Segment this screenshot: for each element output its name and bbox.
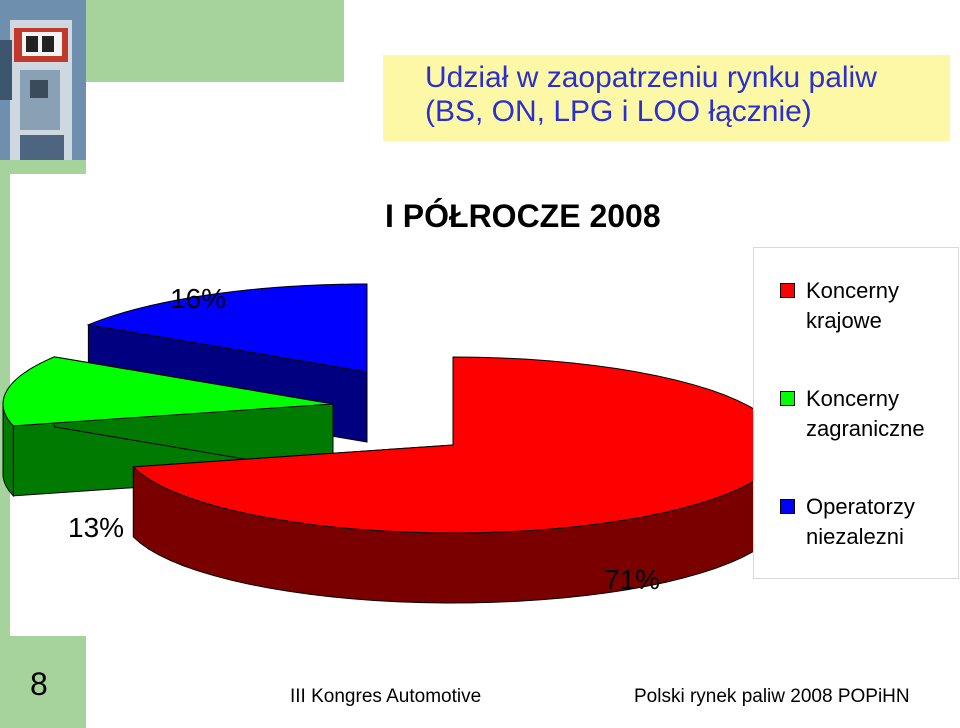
chart-title-line-1: Udział w zaopatrzeniu rynku paliw bbox=[425, 61, 877, 94]
pie-slice-top bbox=[132, 356, 784, 534]
page-number: 8 bbox=[30, 666, 48, 702]
footer-left-text: III Kongres Automotive bbox=[290, 686, 482, 707]
legend-swatch-blue bbox=[780, 499, 795, 514]
legend-swatch-green bbox=[780, 391, 795, 406]
chart-legend: Koncerny krajowe Koncerny zagraniczne Op… bbox=[753, 247, 959, 579]
pie-slice-top bbox=[2, 356, 334, 427]
title-box: Udział w zaopatrzeniu rynku paliw (BS, O… bbox=[383, 55, 950, 141]
pie-slice-top bbox=[86, 283, 368, 373]
decorative-green-block-top bbox=[86, 0, 344, 82]
legend-label: krajowe bbox=[806, 308, 882, 333]
legend-label: Koncerny bbox=[806, 386, 899, 411]
legend-label: Koncerny bbox=[806, 278, 899, 303]
decorative-green-bar bbox=[10, 160, 86, 174]
decorative-green-stripe-left bbox=[0, 0, 10, 636]
legend-label: zagraniczne bbox=[806, 416, 925, 441]
chart-subtitle: I PÓŁROCZE 2008 bbox=[385, 198, 661, 234]
fuel-pump-icon bbox=[0, 0, 86, 160]
data-label-operatorzy: 16% bbox=[170, 283, 227, 314]
footer-right-text: Polski rynek paliw 2008 POPiHN bbox=[634, 686, 910, 707]
chart-title-line-2: (BS, ON, LPG i LOO łącznie) bbox=[425, 95, 812, 128]
legend-swatch-red bbox=[780, 283, 795, 298]
pie-slice-koncerny-krajowe bbox=[132, 356, 784, 604]
legend-label: Operatorzy bbox=[806, 494, 915, 519]
data-label-koncerny-krajowe: 71% bbox=[604, 564, 661, 595]
slide-footer: 8 III Kongres Automotive Polski rynek pa… bbox=[0, 636, 960, 728]
legend-label: niezalezni bbox=[806, 524, 904, 549]
page-number-box: 8 bbox=[0, 636, 86, 728]
data-label-koncerny-zagraniczne: 13% bbox=[68, 512, 125, 543]
